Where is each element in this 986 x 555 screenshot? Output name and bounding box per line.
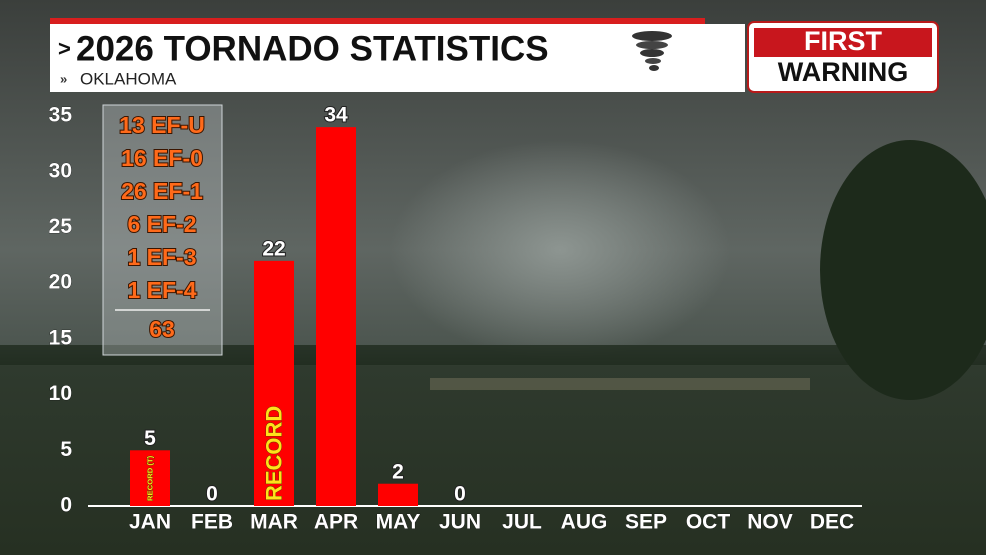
x-tick-label: AUG [561,511,608,534]
header-panel [50,24,745,92]
storm-cloud [390,140,730,360]
badge-line: WARNING [778,57,909,87]
chevron: > [58,36,71,61]
y-tick-label: 10 [49,382,72,405]
x-tick-label: DEC [810,511,854,534]
inset-item: 6 EF-2 [127,211,196,237]
bar-annotation: RECORD [262,406,287,501]
data-label: 2 [392,460,404,483]
x-tick-label: SEP [625,511,667,534]
tree [820,140,986,400]
inset-item: 1 EF-4 [127,277,196,303]
data-label: 0 [454,483,466,506]
data-label: 0 [206,483,218,506]
x-tick-label: NOV [747,511,793,534]
inset-item: 16 EF-0 [121,145,203,171]
y-tick-label: 25 [49,215,73,238]
x-tick-label: JAN [129,511,171,534]
chart-title: 2026 TORNADO STATISTICS [76,29,549,68]
y-tick-label: 5 [60,438,72,461]
badge-top [754,28,932,57]
y-tick-label: 20 [49,271,72,294]
header-stripe [50,18,705,24]
chevron: » [60,71,67,86]
x-tick-label: JUN [439,511,481,534]
data-label: 22 [262,237,285,260]
inset-total: 63 [149,316,175,342]
inset-item: 1 EF-3 [127,244,196,270]
bar [130,450,170,506]
bar [254,260,294,506]
data-label: 34 [324,104,348,127]
x-tick-label: APR [314,511,358,534]
inset-item: 26 EF-1 [121,178,203,204]
bar-annotation: RECORD (T) [146,455,155,501]
bar [316,127,356,507]
x-tick-label: MAY [376,511,421,534]
y-tick-label: 30 [49,159,72,182]
bar [378,483,418,506]
tree-line [0,345,986,365]
inset-box [102,104,223,356]
y-tick-label: 35 [49,104,73,127]
y-tick-label: 0 [60,494,72,517]
y-tick-label: 15 [49,326,73,349]
data-label: 5 [144,427,156,450]
badge-line: FIRST [804,26,883,56]
field-strip [430,378,810,390]
x-tick-label: JUL [502,511,542,534]
tornado-icon [632,31,672,71]
inset-item: 13 EF-U [119,112,205,138]
x-tick-label: FEB [191,511,233,534]
x-tick-label: OCT [686,511,731,534]
chart-subtitle: OKLAHOMA [80,69,177,88]
x-tick-label: MAR [250,511,298,534]
